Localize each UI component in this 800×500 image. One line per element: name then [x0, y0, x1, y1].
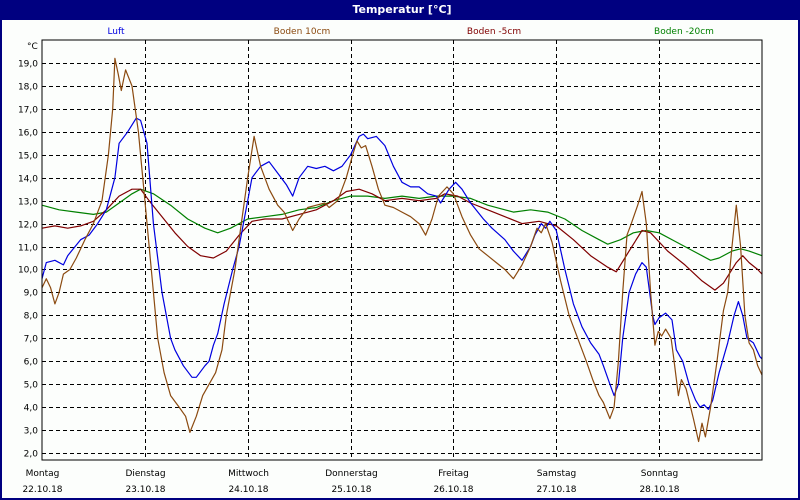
x-tick-date: 24.10.18	[228, 485, 268, 495]
y-tick-label: 15,0	[18, 152, 38, 162]
x-tick-date: 25.10.18	[331, 485, 371, 495]
x-tick-day: Dienstag	[125, 469, 165, 479]
plot-frame	[41, 39, 763, 461]
x-tick-day: Freitag	[438, 469, 469, 479]
x-tick-day: Donnerstag	[325, 469, 378, 479]
x-tick-date: 22.10.18	[22, 485, 62, 495]
series-lines	[41, 57, 763, 443]
y-tick-label: 14,0	[18, 175, 38, 185]
y-tick-label: 2,0	[24, 450, 39, 460]
y-tick-label: 18,0	[18, 83, 38, 93]
x-tick-day: Montag	[26, 469, 60, 479]
y-tick-label: 7,0	[24, 335, 39, 345]
series-line-boden-10cm	[41, 57, 763, 443]
y-tick-label: 4,0	[24, 404, 39, 414]
legend-item: Luft	[107, 27, 125, 37]
y-axis-unit: °C	[27, 42, 38, 52]
x-tick-date: 26.10.18	[433, 485, 473, 495]
window-title: Temperatur [°C]	[2, 0, 800, 20]
y-tick-label: 5,0	[24, 381, 39, 391]
legend-item: Boden 10cm	[274, 27, 331, 37]
y-tick-label: 3,0	[24, 427, 39, 437]
y-tick-label: 10,0	[18, 266, 38, 276]
y-tick-label: 13,0	[18, 198, 38, 208]
y-tick-label: 8,0	[24, 312, 39, 322]
x-axis-ticks: Montag 22.10.18 Dienstag 23.10.18 Mittwoch 24…	[22, 469, 679, 495]
series-line-boden-20cm	[41, 188, 763, 261]
y-axis-ticks: 19,0 18,0 17,0 16,0 15,0 14,0 13,0 12,0 11,0 10,0…	[18, 60, 38, 460]
series-line-boden-5cm	[41, 188, 763, 291]
x-tick-date: 28.10.18	[639, 485, 679, 495]
y-tick-label: 6,0	[24, 358, 39, 368]
y-tick-label: 17,0	[18, 106, 38, 116]
x-tick-date: 23.10.18	[125, 485, 165, 495]
y-tick-label: 16,0	[18, 129, 38, 139]
y-tick-label: 11,0	[18, 244, 38, 254]
y-tick-label: 12,0	[18, 221, 38, 231]
y-tick-label: 19,0	[18, 60, 38, 70]
x-tick-day: Samstag	[537, 469, 576, 479]
y-tick-label: 9,0	[24, 289, 39, 299]
legend-item: Boden -5cm	[467, 27, 521, 37]
x-tick-day: Sonntag	[641, 469, 678, 479]
legend-item: Boden -20cm	[654, 27, 714, 37]
legend: Luft Boden 10cm Boden -5cm Boden -20cm	[107, 27, 714, 37]
x-tick-day: Mittwoch	[228, 469, 269, 479]
x-tick-date: 27.10.18	[536, 485, 576, 495]
series-line-luft	[41, 117, 763, 410]
